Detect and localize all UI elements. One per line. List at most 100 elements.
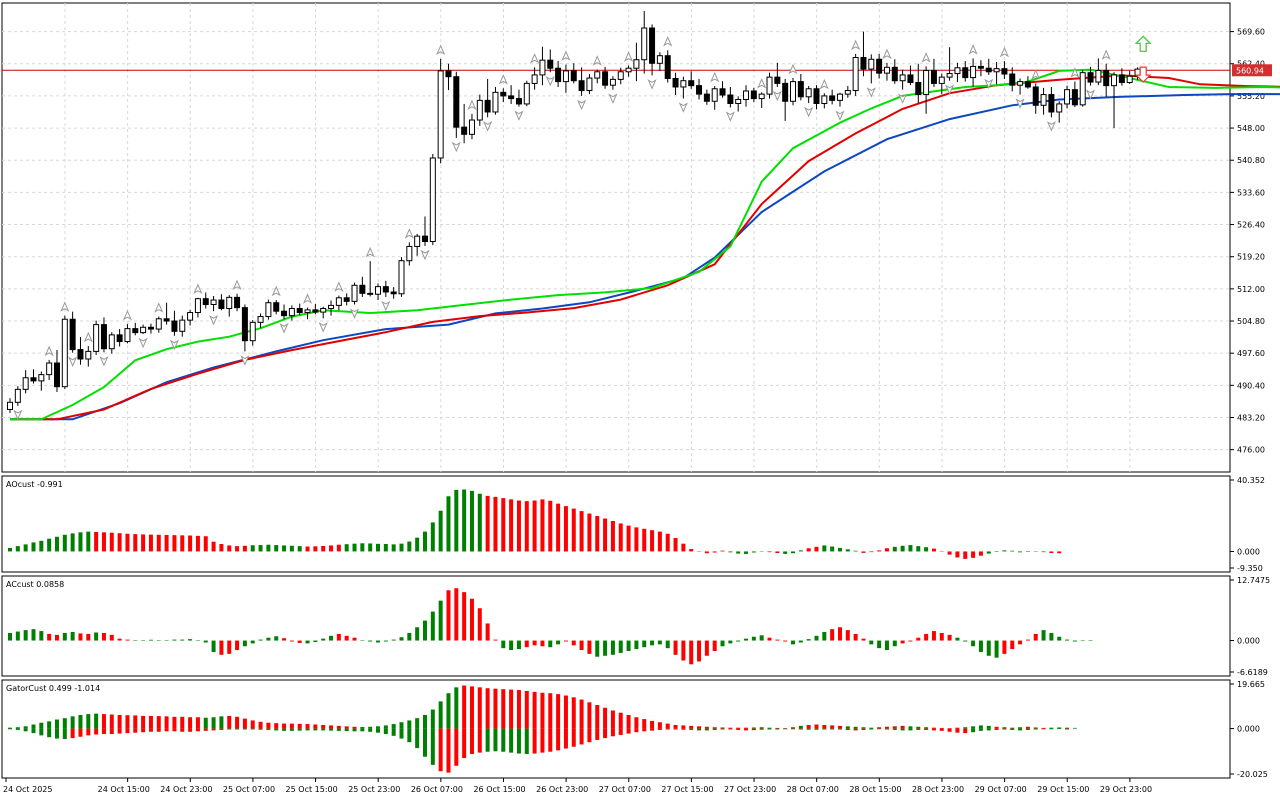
candle bbox=[555, 61, 562, 87]
candle bbox=[829, 89, 836, 105]
candle bbox=[116, 329, 123, 347]
fractal-up-marker bbox=[788, 63, 798, 75]
bear-candle-body bbox=[664, 55, 671, 79]
candle bbox=[77, 337, 84, 365]
bear-candle-body bbox=[445, 70, 452, 78]
bear-candle-body bbox=[688, 80, 695, 87]
fractal-down-marker bbox=[608, 93, 618, 104]
fractal-up-marker bbox=[663, 36, 673, 47]
candle bbox=[445, 63, 452, 91]
bull-candle-body bbox=[468, 119, 475, 135]
bear-candle-body bbox=[1087, 72, 1094, 83]
fractal-up-marker bbox=[624, 51, 634, 62]
candle bbox=[210, 296, 217, 312]
bull-candle-body bbox=[868, 58, 875, 70]
candle bbox=[774, 62, 781, 87]
candle bbox=[257, 313, 264, 329]
time-tick-label: 29 Oct 07:00 bbox=[975, 785, 1027, 794]
candle bbox=[617, 67, 624, 85]
candle bbox=[609, 76, 616, 90]
bear-candle-body bbox=[985, 67, 992, 73]
fractal-down-marker bbox=[647, 79, 657, 90]
bear-candle-body bbox=[891, 66, 898, 82]
bull-candle-body bbox=[1111, 74, 1118, 87]
bear-candle-body bbox=[930, 69, 937, 84]
bull-candle-body bbox=[7, 401, 13, 410]
bull-candle-body bbox=[1126, 75, 1133, 84]
bull-candle-body bbox=[656, 55, 663, 64]
fractal-down-marker bbox=[804, 106, 814, 118]
candle bbox=[993, 61, 1000, 85]
ao-panel[interactable]: 40.352 0.000 -9.350 AOcust -0.991 bbox=[1, 475, 1265, 573]
time-tick-label: 28 Oct 15:00 bbox=[849, 785, 901, 794]
bull-candle-body bbox=[1095, 69, 1102, 83]
bull-candle-body bbox=[735, 98, 742, 105]
candle bbox=[1017, 78, 1024, 95]
ac-panel[interactable]: 12.7475 0.000 -6.6189 ACcust 0.0858 bbox=[1, 575, 1270, 677]
time-tick-label: 29 Oct 23:00 bbox=[1100, 785, 1152, 794]
bull-candle-body bbox=[187, 312, 194, 321]
fractal-down-marker bbox=[678, 102, 688, 113]
time-tick-label: 27 Oct 23:00 bbox=[724, 785, 776, 794]
bull-candle-body bbox=[226, 296, 233, 310]
candle bbox=[703, 89, 710, 105]
price-panel[interactable]: 569.60 562.40 555.20 548.00 540.80 533.60 526.… bbox=[1, 2, 1280, 473]
candle bbox=[821, 93, 828, 109]
ao_panel-tick-label: 0.000 bbox=[1237, 547, 1260, 556]
bull-candle-body bbox=[883, 66, 890, 74]
candle bbox=[923, 66, 930, 114]
bear-candle-body bbox=[797, 81, 804, 98]
gator-panel-frame bbox=[1, 679, 1231, 779]
bull-candle-body bbox=[523, 82, 530, 105]
bull-candle-body bbox=[539, 59, 546, 76]
candle bbox=[602, 66, 609, 89]
bear-candle-body bbox=[1024, 81, 1031, 88]
candle bbox=[288, 305, 295, 321]
fractal-up-marker bbox=[530, 53, 540, 64]
bear-candle-body bbox=[719, 88, 726, 96]
fractal-up-marker bbox=[334, 281, 344, 292]
fractal-down-marker bbox=[381, 300, 391, 312]
candle bbox=[273, 300, 280, 315]
price-tick-label: 504.80 bbox=[1237, 317, 1265, 326]
fractal-down-marker bbox=[1085, 89, 1096, 100]
candle bbox=[249, 320, 256, 346]
bear-candle-body bbox=[696, 85, 703, 95]
fractal-up-marker bbox=[404, 228, 414, 239]
candle bbox=[743, 85, 750, 107]
bull-candle-body bbox=[562, 70, 569, 83]
bear-candle-body bbox=[484, 99, 491, 113]
bull-candle-body bbox=[641, 27, 648, 61]
candle bbox=[124, 324, 131, 344]
candle bbox=[468, 113, 475, 140]
fractal-up-marker bbox=[757, 78, 767, 89]
bear-candle-body bbox=[69, 318, 76, 351]
fractal-up-marker bbox=[154, 302, 164, 313]
bear-candle-body bbox=[147, 326, 154, 330]
candle bbox=[813, 85, 820, 110]
bear-candle-body bbox=[234, 296, 241, 309]
bear-candle-body bbox=[774, 76, 781, 84]
fractal-down-marker bbox=[13, 409, 23, 421]
fractal-down-marker bbox=[514, 110, 524, 121]
bear-candle-body bbox=[515, 98, 522, 105]
candle bbox=[641, 11, 648, 74]
bull-candle-body bbox=[304, 309, 311, 314]
bull-candle-body bbox=[1040, 94, 1047, 106]
fractal-down-marker bbox=[279, 323, 289, 334]
price-tick-label: 483.20 bbox=[1237, 414, 1265, 423]
candle bbox=[750, 87, 757, 103]
gator-panel[interactable]: 19.665 0.000 -20.025 GatorCust 0.499 -1.014 bbox=[1, 679, 1268, 779]
ac_panel-tick-label: 0.000 bbox=[1237, 637, 1260, 646]
candle bbox=[523, 80, 530, 107]
candle bbox=[1032, 83, 1039, 114]
bull-candle-body bbox=[46, 362, 53, 376]
candle bbox=[421, 216, 428, 246]
bull-candle-body bbox=[531, 74, 538, 84]
candle bbox=[962, 61, 969, 82]
bear-candle-body bbox=[1048, 94, 1055, 113]
fractal-up-marker bbox=[561, 50, 571, 61]
candle bbox=[907, 65, 914, 86]
candle bbox=[766, 72, 773, 99]
